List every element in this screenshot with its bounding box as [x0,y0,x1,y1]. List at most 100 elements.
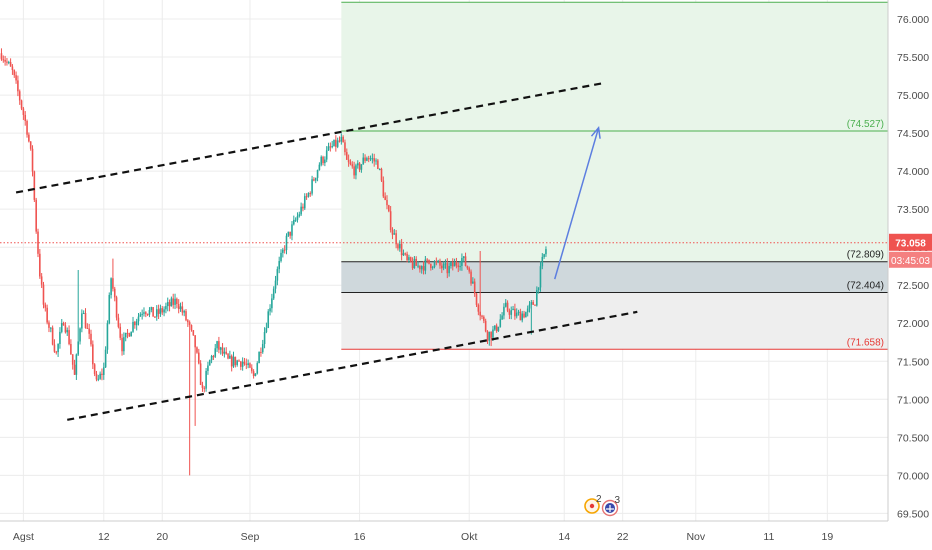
candle-body [110,278,112,296]
upper-channel[interactable] [15,81,605,194]
candle-body [459,265,461,268]
candle-body [51,327,54,345]
candle-body [353,166,355,176]
candle-body [252,371,255,376]
y-tick-label: 70.500 [897,432,929,444]
price-axis-background [888,0,932,550]
candle-body [360,164,363,170]
candle-body [351,164,354,167]
candle-body [192,330,195,336]
y-tick-label: 74.000 [897,166,929,178]
time-axis-background [0,521,932,550]
position-zones [341,2,888,350]
candle-body [307,193,310,197]
candle-body [86,327,89,329]
candle-body [464,256,467,266]
candle-body [238,360,240,362]
candle-body [210,356,213,361]
candle-body [336,140,339,147]
candle-body [517,311,520,313]
candle-body [229,355,231,359]
projection-arrow[interactable] [554,127,600,280]
candle-body [113,288,116,298]
y-tick-label: 72.000 [897,318,929,330]
candle-body [49,327,52,329]
flag-badge-icon[interactable]: 3 [601,495,621,517]
candle-body [324,159,326,164]
candle-body [26,120,28,135]
candle-body [388,205,390,212]
candle-body [157,309,160,314]
candle-body [294,219,297,221]
candle-body [139,314,142,317]
projection-arrow-group[interactable] [554,126,601,280]
candle-body [132,321,134,332]
candle-body [93,364,96,374]
lower-channel[interactable] [67,310,638,421]
candle-body [386,200,388,206]
candle-body [68,330,70,345]
candle-body [187,320,189,323]
event-badge-icon[interactable]: 2 [584,494,602,514]
candle-body [227,353,229,359]
candle-body [95,373,98,380]
candle-body [243,361,246,364]
candle-body [179,306,182,310]
time-axis[interactable]: Agst 12 20 Sep 16 Okt 14 22 Nov 11 19 [13,531,833,543]
candle-body [280,252,282,262]
candle-body [141,313,143,315]
candle-body [448,265,450,274]
candle-body [408,257,410,261]
candle-body [126,332,129,334]
candle-body [541,256,544,267]
candle-body [97,378,100,380]
candle-body [419,265,421,270]
candle-body [532,302,534,305]
candle-body [347,159,350,163]
candle-body [152,307,154,317]
candle-body [473,281,476,294]
candle-body [218,341,220,350]
candle-body [466,265,469,269]
x-tick-label: 19 [821,531,833,543]
candle-body [282,249,284,253]
candle-body [333,139,335,147]
candle-body [340,136,343,142]
candle-body [296,216,299,220]
candle-body [355,165,357,176]
candle-body [521,313,524,321]
candle-body [214,348,217,357]
x-tick-label: 14 [558,531,570,543]
x-tick-label: Sep [241,531,260,543]
trendlines[interactable] [15,81,638,421]
candle-body [75,354,78,375]
candle-body [506,302,509,311]
candle-body [35,199,37,232]
y-tick-label: 71.000 [897,394,929,406]
candle-body [269,308,271,312]
candle-body [369,158,372,160]
y-tick-label: 72.500 [897,280,929,292]
candle-body [159,308,162,314]
candle-body [285,235,288,251]
price-axis[interactable]: 76.000 75.500 75.000 74.500 74.000 73.500 73.0… [897,14,929,520]
x-tick-label: Okt [461,531,477,543]
countdown-tag [889,251,932,268]
candle-body [327,146,330,151]
candle-body [302,206,304,209]
candle-body [446,263,449,274]
candle-body [439,260,441,266]
candle-body [451,262,454,267]
candle-body [389,211,392,230]
candle-body [519,311,522,321]
candle-body [278,261,280,270]
candle-body [514,308,516,317]
candle-body [250,367,253,372]
candle-body [99,373,101,379]
projection-arrow-head [590,126,601,139]
candle-body [44,304,47,308]
candle-body [404,253,407,255]
candle-body [373,158,376,162]
